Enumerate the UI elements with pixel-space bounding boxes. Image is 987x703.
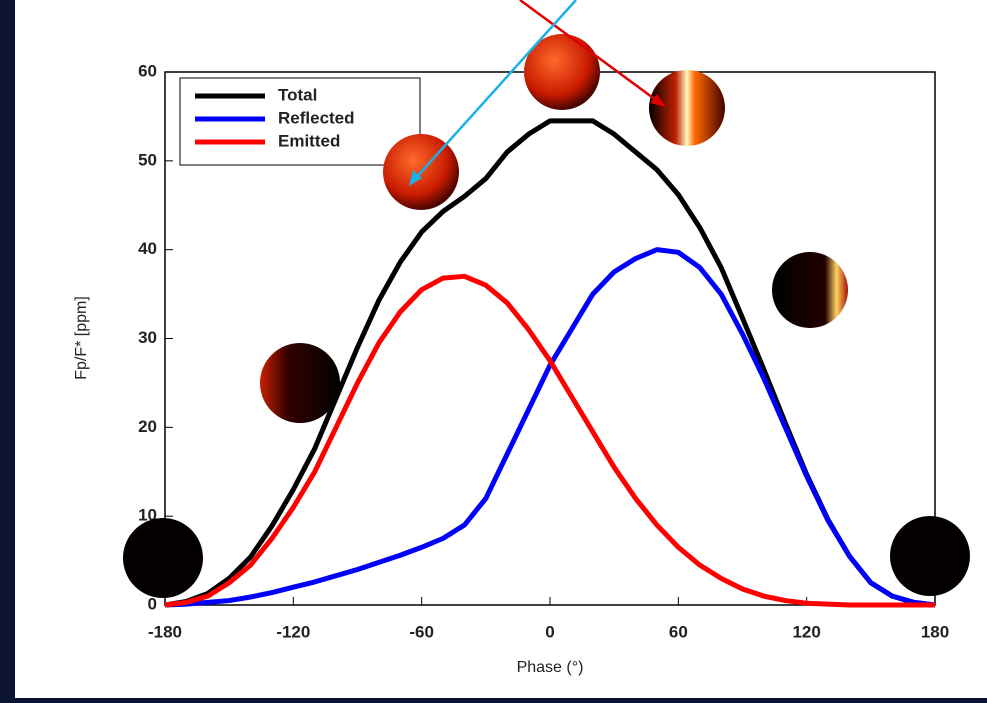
series-line — [164, 273, 935, 608]
y-tick-label: 0 — [148, 594, 157, 613]
legend-label: Emitted — [278, 131, 340, 150]
x-tick-label: 180 — [921, 622, 949, 641]
y-tick-label: 30 — [138, 328, 157, 347]
arrow — [519, 0, 661, 105]
x-tick-label: 0 — [545, 622, 554, 641]
y-axis-label: Fp/F* [ppm] — [73, 296, 90, 380]
legend: Total Reflected Emitted — [195, 85, 355, 150]
y-tick-label: 40 — [138, 239, 157, 258]
x-axis-label: Phase (°) — [517, 659, 584, 676]
legend-label: Total — [278, 85, 317, 104]
y-tick-label: 50 — [138, 150, 157, 169]
x-tick-label: 120 — [792, 622, 820, 641]
x-tick-label: -60 — [409, 622, 434, 641]
planets — [123, 34, 970, 598]
planet-icon — [649, 70, 725, 146]
planet-icon — [260, 343, 340, 423]
x-tick-label: 60 — [669, 622, 688, 641]
arrowhead — [650, 94, 666, 107]
x-tick-label: -180 — [148, 622, 182, 641]
planet-icon — [524, 34, 600, 110]
planet-icon — [123, 518, 203, 598]
planet-icon — [890, 516, 970, 596]
arrow — [413, 0, 577, 181]
x-tick-label: -120 — [276, 622, 310, 641]
planet-icon — [772, 252, 848, 328]
y-tick-label: 60 — [138, 61, 157, 80]
arrowhead — [409, 170, 422, 186]
y-tick-label: 20 — [138, 417, 157, 436]
legend-label: Reflected — [278, 108, 355, 127]
